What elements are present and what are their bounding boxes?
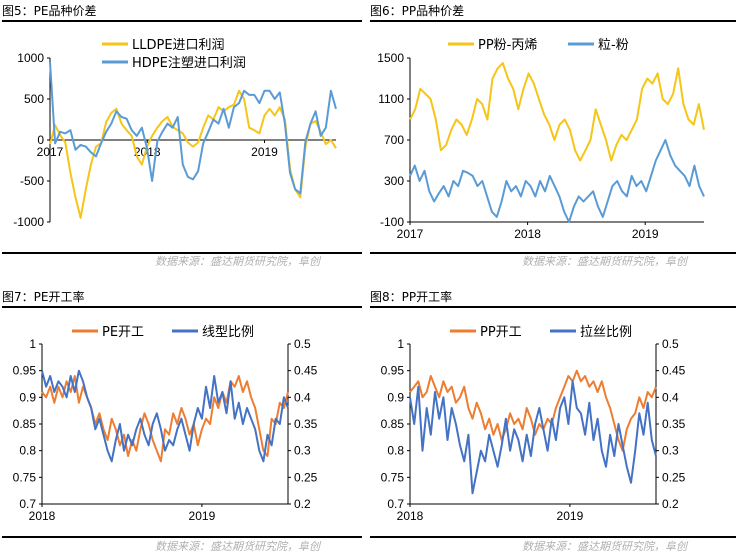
y-tick-label: 1000 [17,51,44,65]
chart-source: 数据来源：盛达期货研究院，阜创 [522,256,687,268]
legend-label: PP粉-丙烯 [478,38,537,53]
y2-tick-label: 0.3 [662,444,679,458]
y-tick-label: 700 [384,133,404,147]
y-tick-label: 0.95 [381,364,405,378]
pe-operating-rate-chart: 1 0.95 0.9 0.85 0.8 0.75 0.7 0.5 0.45 0.4 0.35 0.3 0… [13,325,318,523]
x-tick-label: 2018 [514,227,541,241]
chart-source: 数据来源：盛达期货研究院，阜创 [155,256,320,268]
bottom-rule [370,536,736,538]
chart-title: 图6：PP品种价差 [370,4,465,18]
y-tick-label: 0.75 [381,470,405,484]
x-tick-label: 2019 [189,509,216,523]
chart-title: 图7：PE开工率 [2,290,85,304]
x-tick-label: 2018 [29,509,56,523]
y-tick-label: 0.8 [387,444,404,458]
title-rule [2,306,362,308]
title-rule [370,20,736,22]
y-tick-label: 0.9 [19,390,36,404]
y-tick-label: 0.95 [13,364,37,378]
y-tick-label: 0.85 [13,417,37,431]
pp-operating-rate-chart: 1 0.95 0.9 0.85 0.8 0.75 0.7 0.5 0.45 0.4 0.35 0.3 0… [381,325,686,523]
y-tick-label: -1000 [13,215,44,229]
y2-tick-label: 0.4 [294,390,311,404]
y-tick-label: 0.75 [13,470,37,484]
y-tick-label: 1500 [377,51,404,65]
series-line [41,369,289,463]
x-tick-label: 2019 [251,145,278,159]
series-line [409,62,705,162]
legend-label: PP开工 [480,325,522,340]
y-tick-label: 300 [384,174,404,188]
y-tick-label: 0.7 [387,497,404,511]
series-line [409,369,657,452]
y2-tick-label: 0.25 [662,470,686,484]
y-tick-label: 0 [37,133,44,147]
y-tick-label: 500 [24,92,44,106]
y2-tick-label: 0.2 [294,497,311,511]
y2-tick-label: 0.5 [294,337,311,351]
y2-tick-label: 0.2 [662,497,679,511]
x-tick-label: 2019 [632,227,659,241]
chart-title: 图5：PE品种价差 [2,4,97,18]
y-tick-label: 1100 [378,92,404,106]
series-line [41,375,289,463]
y-tick-label: 0.8 [19,444,36,458]
y-tick-label: -100 [380,215,404,229]
series-line [409,139,705,223]
legend-label: PE开工 [102,325,144,340]
y2-tick-label: 0.45 [294,364,318,378]
x-tick-label: 2017 [37,145,64,159]
y-tick-label: -500 [20,174,44,188]
y2-tick-label: 0.5 [662,337,679,351]
y-tick-label: 1 [29,337,36,351]
y2-tick-label: 0.4 [662,390,679,404]
x-tick-label: 2018 [397,509,424,523]
y2-tick-label: 0.25 [294,470,318,484]
y2-tick-label: 0.35 [662,417,686,431]
y-tick-label: 0.85 [381,417,405,431]
series-line [409,380,657,495]
x-tick-label: 2019 [557,509,584,523]
y-tick-label: 0.9 [387,390,404,404]
legend-label: 粒-粉 [598,38,629,53]
legend-label: HDPE注塑进口利润 [132,56,246,71]
title-rule [2,20,362,22]
x-tick-label: 2017 [397,227,424,241]
bottom-rule [2,536,362,538]
title-rule [370,306,736,308]
bottom-rule [370,252,736,254]
y-tick-label: 0.7 [19,497,36,511]
bottom-rule [2,252,362,254]
legend-label: LLDPE进口利润 [132,38,225,53]
legend-label: 拉丝比例 [580,325,632,340]
chart-title: 图8：PP开工率 [370,290,453,304]
series-line [49,62,337,195]
legend-label: 线型比例 [202,325,254,340]
y2-tick-label: 0.35 [294,417,318,431]
y-tick-label: 1 [397,337,404,351]
y2-tick-label: 0.45 [662,364,686,378]
chart-source: 数据来源：盛达期货研究院，阜创 [155,541,320,553]
y2-tick-label: 0.3 [294,444,311,458]
chart-source: 数据来源：盛达期货研究院，阜创 [522,541,687,553]
